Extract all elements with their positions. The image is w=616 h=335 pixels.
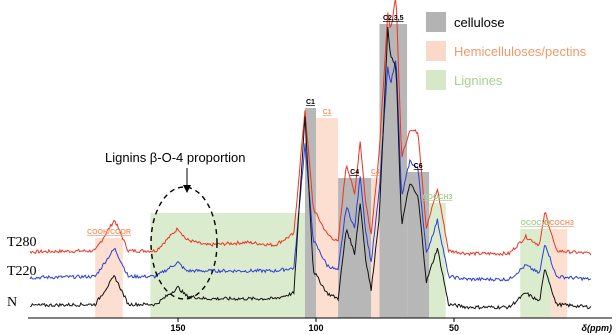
legend-swatch <box>426 70 446 90</box>
region-label: C4 <box>350 169 359 176</box>
region-label: C1 <box>323 109 332 116</box>
x-axis-ticks: 150 100 50 <box>170 318 459 333</box>
series-label-t220: T220 <box>7 264 37 279</box>
beta-o-4-ellipse <box>150 186 218 300</box>
region-label: C2,3,5 <box>383 15 404 22</box>
region-band-cellulose <box>379 24 408 318</box>
region-band-hemicelluloses <box>95 238 123 318</box>
annotation-text: Lignins β-O-4 proportion <box>105 150 245 165</box>
x-axis-label: δ(ppm) <box>582 323 613 333</box>
x-tick-label: 50 <box>449 323 459 333</box>
spectra-lines <box>29 0 592 310</box>
region-label: OCOCH3 <box>520 220 550 227</box>
region-band-hemicelluloses <box>316 118 339 318</box>
series-label-n: N <box>7 295 17 310</box>
region-label: COOCH3 <box>422 194 452 201</box>
region-label: C4 <box>371 169 380 176</box>
annotation: Lignins β-O-4 proportion <box>105 150 245 300</box>
legend-label: Hemicelluloses/pectins <box>454 44 587 59</box>
series-line-n <box>29 26 592 310</box>
region-label: C1 <box>306 99 315 106</box>
legend: cellulose Hemicelluloses/pectins Lignines <box>426 12 587 90</box>
legend-swatch <box>426 41 446 61</box>
x-axis: 150 100 50 δ(ppm) <box>28 317 613 333</box>
region-band-cellulose <box>407 172 430 318</box>
series-line-t280 <box>29 0 592 257</box>
region-bands <box>95 24 568 318</box>
x-tick-label: 100 <box>308 323 323 333</box>
series-line-t220 <box>29 60 592 282</box>
region-label: OCOCH3 <box>544 220 574 227</box>
region-band-lignines <box>150 213 305 318</box>
legend-label: Lignines <box>454 73 503 88</box>
series-label-t280: T280 <box>7 235 37 250</box>
legend-swatch <box>426 12 446 32</box>
series-labels: T280 T220 N <box>7 235 37 310</box>
region-band-lignines <box>429 203 446 318</box>
legend-label: cellulose <box>454 15 505 30</box>
annotation-arrow-head <box>183 185 191 193</box>
x-tick-label: 150 <box>170 323 185 333</box>
region-label: C6 <box>414 163 423 170</box>
region-labels: COOH/COOR C1 C1 C4 C4 C2,3,5 C6 COOCH3 OCOCH3OCO… <box>87 15 574 236</box>
region-label: COOH/COOR <box>87 229 131 236</box>
